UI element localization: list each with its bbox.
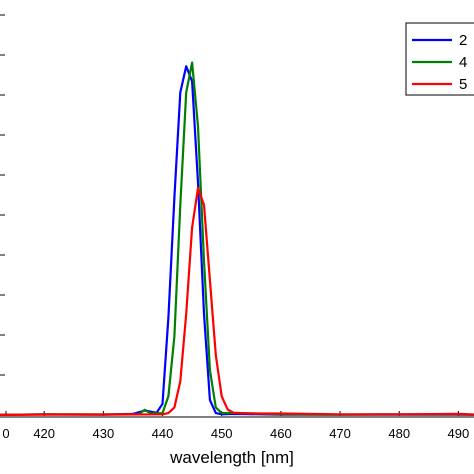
legend-label-5: 5 bbox=[459, 76, 467, 93]
x-axis-label: wavelength [nm] bbox=[169, 448, 294, 467]
x-tick-label: 450 bbox=[211, 426, 233, 441]
plot-area bbox=[0, 14, 474, 418]
x-tick-label: 470 bbox=[329, 426, 351, 441]
series-layer bbox=[0, 61, 474, 416]
series-line-5 bbox=[0, 187, 474, 416]
legend-entries: 2 4 5 bbox=[412, 32, 467, 93]
y-axis-ticks bbox=[0, 14, 5, 376]
x-tick-label: 490 bbox=[448, 426, 470, 441]
x-tick-label: 480 bbox=[388, 426, 410, 441]
legend: 2 4 5 bbox=[405, 22, 474, 96]
x-tick-label: 460 bbox=[270, 426, 292, 441]
x-tick-label: 420 bbox=[33, 426, 55, 441]
legend-label-4: 4 bbox=[459, 54, 467, 71]
plot-frame bbox=[0, 416, 474, 418]
legend-label-2: 2 bbox=[459, 32, 467, 49]
x-tick-label: 440 bbox=[152, 426, 174, 441]
x-tick-label: 430 bbox=[93, 426, 115, 441]
x-tick-label: 0 bbox=[2, 426, 9, 441]
x-axis-tick-labels: 0 420 430 440 450 460 470 480 490 bbox=[2, 426, 469, 441]
